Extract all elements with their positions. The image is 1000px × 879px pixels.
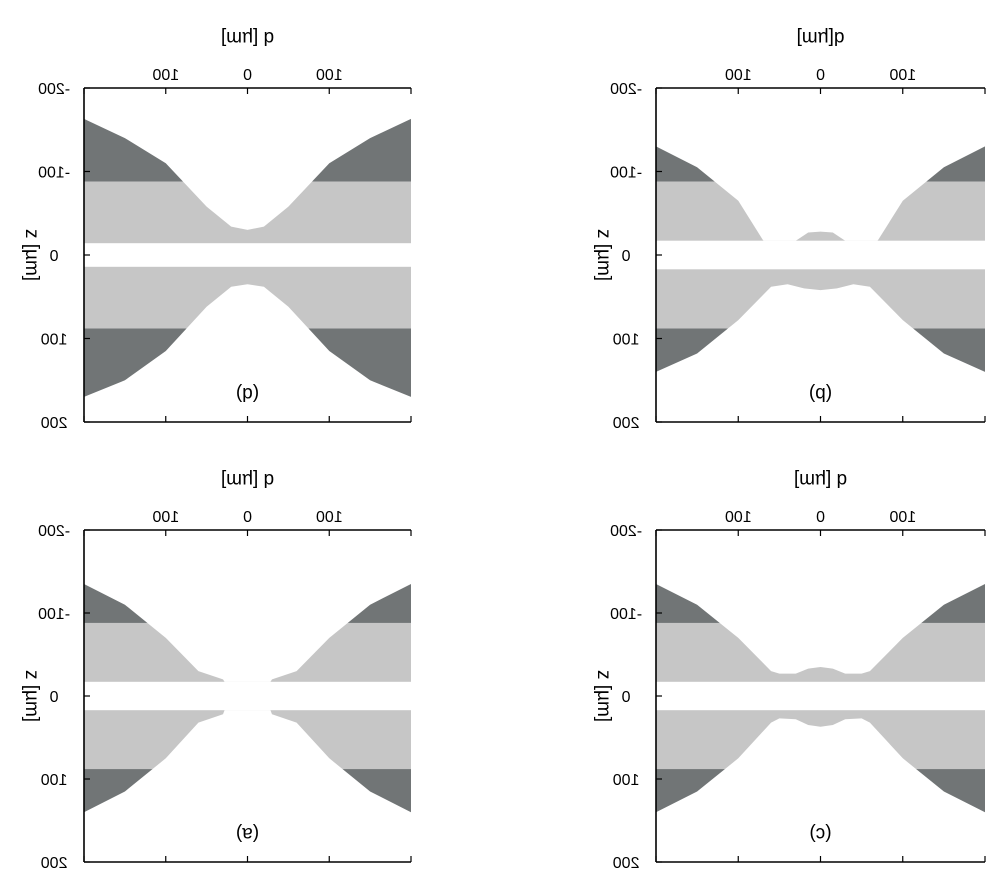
y-tick-label: -100 — [610, 165, 642, 182]
y-tick-label: 0 — [50, 248, 59, 265]
x-tick-label: 100 — [725, 509, 752, 526]
panel-label: (a) — [236, 823, 259, 844]
y-tick-label: 0 — [50, 689, 59, 706]
y-tick-label: -200 — [38, 523, 70, 540]
x-axis-label: d [µm] — [221, 469, 274, 490]
y-tick-label: 200 — [613, 855, 640, 872]
upper-boundary-region — [84, 530, 411, 682]
y-tick-label: -200 — [610, 81, 642, 98]
y-tick-label: -100 — [38, 606, 70, 623]
plot-area — [84, 88, 411, 422]
x-tick-label: 100 — [889, 509, 916, 526]
x-tick-label: 100 — [152, 509, 179, 526]
y-tick-label: -200 — [38, 81, 70, 98]
x-tick-label: 0 — [243, 509, 252, 526]
y-axis-label: z [µm] — [21, 670, 42, 722]
y-tick-label: 200 — [41, 415, 68, 432]
plot-area — [656, 88, 985, 422]
x-axis-label: d [µm] — [221, 27, 274, 48]
y-tick-label: 100 — [613, 332, 640, 349]
panel-1: 100 0 100 d[µm] -200 -100 0 100 200 z [µm] (b) — [593, 27, 986, 432]
x-tick-label: 0 — [816, 67, 825, 84]
center-gap — [84, 243, 411, 267]
upper-boundary-region — [656, 530, 985, 674]
y-axis-label: z [µm] — [593, 670, 614, 722]
y-tick-label: 100 — [41, 772, 68, 789]
x-tick-label: 0 — [816, 509, 825, 526]
upper-boundary-region — [656, 88, 985, 241]
center-gap — [656, 681, 985, 711]
panel-label: (b) — [809, 383, 832, 404]
lower-boundary-region — [84, 710, 411, 862]
y-tick-label: -100 — [610, 606, 642, 623]
y-tick-label: -200 — [610, 523, 642, 540]
y-tick-label: 0 — [622, 689, 631, 706]
y-tick-label: -100 — [38, 165, 70, 182]
x-axis-label: d [µm] — [794, 469, 847, 490]
panel-label: (d) — [236, 383, 259, 404]
panel-3: 100 0 100 d [µm] -200 -100 0 100 200 z [µm] (c) — [593, 469, 986, 872]
panel-2: 100 0 100 d [µm] -200 -100 0 100 200 z [µm] (a) — [21, 469, 412, 872]
x-tick-label: 100 — [152, 67, 179, 84]
x-tick-label: 100 — [316, 509, 343, 526]
plot-area — [656, 530, 985, 862]
y-axis-label: z [µm] — [21, 229, 42, 281]
y-tick-label: 200 — [41, 855, 68, 872]
panel-label: (c) — [809, 823, 831, 844]
plot-area — [84, 530, 411, 862]
lower-boundary-region — [84, 284, 411, 422]
y-tick-label: 0 — [622, 248, 631, 265]
x-tick-label: 0 — [243, 67, 252, 84]
upper-boundary-region — [84, 88, 411, 230]
lower-boundary-region — [656, 718, 985, 862]
center-gap — [84, 681, 411, 711]
x-axis-label: d[µm] — [797, 27, 845, 48]
y-tick-label: 100 — [613, 772, 640, 789]
x-tick-label: 100 — [889, 67, 916, 84]
y-tick-label: 100 — [41, 332, 68, 349]
center-gap — [656, 240, 985, 270]
y-tick-label: 200 — [613, 415, 640, 432]
x-tick-label: 100 — [725, 67, 752, 84]
lower-boundary-region — [656, 284, 985, 422]
panel-0: 100 0 100 d [µm] -200 -100 0 100 200 z [µm] (d) — [21, 27, 412, 432]
x-tick-label: 100 — [316, 67, 343, 84]
y-axis-label: z [µm] — [593, 229, 614, 281]
